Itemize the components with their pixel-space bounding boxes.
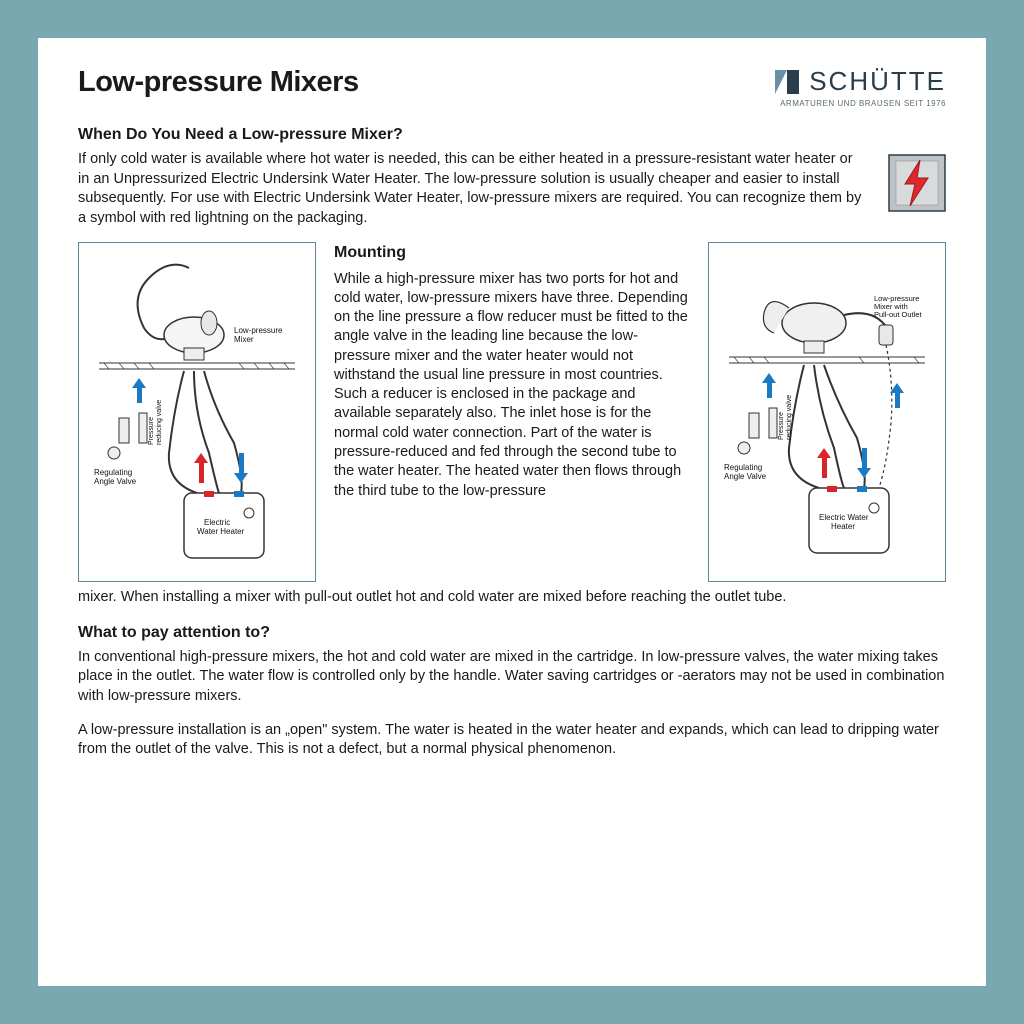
label-mixer: Low-pressure (234, 326, 283, 335)
attention-heading: What to pay attention to? (78, 624, 946, 642)
lightning-icon (888, 154, 946, 212)
svg-text:Angle Valve: Angle Valve (724, 472, 767, 481)
svg-text:Regulating: Regulating (94, 468, 132, 477)
intro-body: If only cold water is available where ho… (78, 150, 866, 228)
svg-text:Pressure: Pressure (778, 412, 785, 440)
intro-heading: When Do You Need a Low-pressure Mixer? (78, 126, 866, 144)
mounting-heading: Mounting (334, 242, 690, 263)
svg-text:Electric: Electric (204, 518, 230, 527)
svg-text:reducing valve: reducing valve (156, 400, 163, 445)
document-page: Low-pressure Mixers SCHÜTTE ARMATUREN UN… (38, 38, 986, 986)
svg-text:Regulating: Regulating (724, 463, 762, 472)
diagram-right: Low-pressure Mixer with Pull-out Outlet … (708, 242, 946, 582)
svg-text:Water Heater: Water Heater (197, 527, 245, 536)
brand-tagline: ARMATUREN UND BRAUSEN SEIT 1976 (773, 99, 946, 108)
svg-text:Pull-out Outlet: Pull-out Outlet (874, 310, 922, 319)
page-title: Low-pressure Mixers (78, 66, 359, 99)
svg-text:Electric Water: Electric Water (819, 513, 869, 522)
attention-p1: In conventional high-pressure mixers, th… (78, 648, 946, 707)
header: Low-pressure Mixers SCHÜTTE ARMATUREN UN… (78, 66, 946, 108)
svg-text:Heater: Heater (831, 522, 855, 531)
brand-logo-icon (773, 68, 801, 96)
mounting-text-column: Mounting While a high-pressure mixer has… (334, 242, 690, 501)
brand-block: SCHÜTTE ARMATUREN UND BRAUSEN SEIT 1976 (773, 66, 946, 108)
diagram-left: Low-pressure Mixer Pressure reducing val… (78, 242, 316, 582)
mounting-continuation: mixer. When installing a mixer with pull… (78, 588, 946, 608)
intro-section: When Do You Need a Low-pressure Mixer? I… (78, 126, 946, 228)
attention-p2: A low-pressure installation is an „open"… (78, 721, 946, 760)
svg-text:Angle Valve: Angle Valve (94, 477, 137, 486)
svg-text:reducing valve: reducing valve (786, 395, 793, 440)
mounting-section: Low-pressure Mixer Pressure reducing val… (78, 242, 946, 582)
svg-text:Pressure: Pressure (148, 417, 155, 445)
brand-name: SCHÜTTE (809, 66, 946, 97)
mounting-body: While a high-pressure mixer has two port… (334, 271, 688, 499)
svg-text:Mixer: Mixer (234, 335, 254, 344)
